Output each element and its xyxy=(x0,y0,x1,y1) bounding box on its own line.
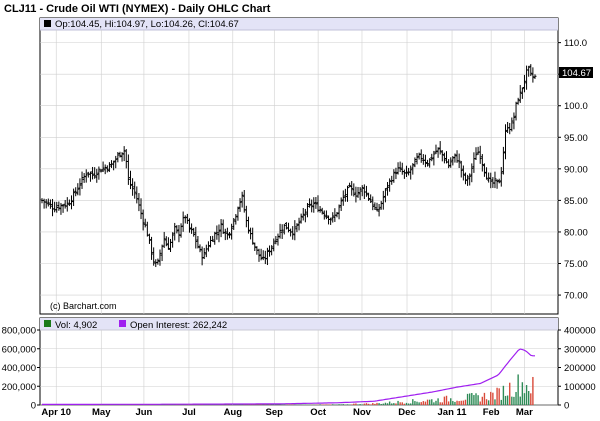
price-tick-label: 85.00 xyxy=(564,196,588,207)
price-bars xyxy=(40,64,537,268)
month-label: May xyxy=(92,407,111,418)
month-label: Apr 10 xyxy=(41,407,71,418)
volume-left-tick-label: 400,000 xyxy=(2,363,36,374)
month-label: Jun xyxy=(135,407,152,418)
volume-right-tick-label: 300000 xyxy=(564,344,596,355)
last-price-tag xyxy=(559,67,593,78)
month-label: Sep xyxy=(266,407,284,418)
price-legend-swatch xyxy=(44,20,51,27)
volume-left-tick-label: 600,000 xyxy=(2,344,36,355)
price-tick-label: 90.00 xyxy=(564,164,588,175)
price-tick-label: 100.0 xyxy=(564,101,588,112)
price-panel xyxy=(39,17,559,315)
volume-left-tick-label: 800,000 xyxy=(2,326,36,337)
volume-left-tick-label: 0 xyxy=(31,401,36,412)
price-tick-label: 75.00 xyxy=(564,259,588,270)
volume-legend-swatch xyxy=(44,320,51,327)
price-panel-header xyxy=(40,18,558,30)
volume-right-tick-label: 400000 xyxy=(564,326,596,337)
price-tick-label: 70.00 xyxy=(564,291,588,302)
volume-right-tick-label: 0 xyxy=(564,401,569,412)
month-label: Dec xyxy=(398,407,415,418)
month-label: Oct xyxy=(310,407,327,418)
price-tick-label: 80.00 xyxy=(564,227,588,238)
volume-right-tick-label: 200000 xyxy=(564,363,596,374)
oi-legend-swatch xyxy=(119,320,126,327)
open-interest-line xyxy=(42,348,535,405)
volume-left-tick-label: 200,000 xyxy=(2,382,36,393)
month-label: Mar xyxy=(516,407,533,418)
month-label: Aug xyxy=(224,407,243,418)
month-axis-labels: Apr 10 May Jun Jul Aug Sep Oct Nov Dec Jan 11 Feb M… xyxy=(41,407,533,418)
volume-bars xyxy=(41,374,536,405)
volume-legend: Vol: 4,902 xyxy=(55,320,97,331)
price-tick-label: 110.0 xyxy=(564,38,587,49)
volume-right-tick-label: 100000 xyxy=(564,382,596,393)
volume-panel-header xyxy=(40,318,558,330)
month-label: Feb xyxy=(483,407,500,418)
last-price-label: 104.67 xyxy=(562,68,591,79)
price-tick-label: 95.00 xyxy=(564,133,588,144)
volume-panel xyxy=(39,317,559,406)
volume-axis-labels: 0 200,000 400,000 600,000 800,000 0 100000 2000… xyxy=(2,326,596,412)
chart-title: CLJ11 - Crude Oil WTI (NYMEX) - Daily OH… xyxy=(4,3,271,15)
price-legend: Op:104.45, Hi:104.97, Lo:104.26, Cl:104.… xyxy=(55,19,239,30)
price-grid xyxy=(40,30,561,314)
month-label: Jul xyxy=(182,407,196,418)
copyright-credit: (c) Barchart.com xyxy=(50,301,117,311)
open-interest-legend: Open Interest: 262,242 xyxy=(130,320,227,331)
month-label: Nov xyxy=(353,407,372,418)
month-label: Jan 11 xyxy=(438,407,468,418)
